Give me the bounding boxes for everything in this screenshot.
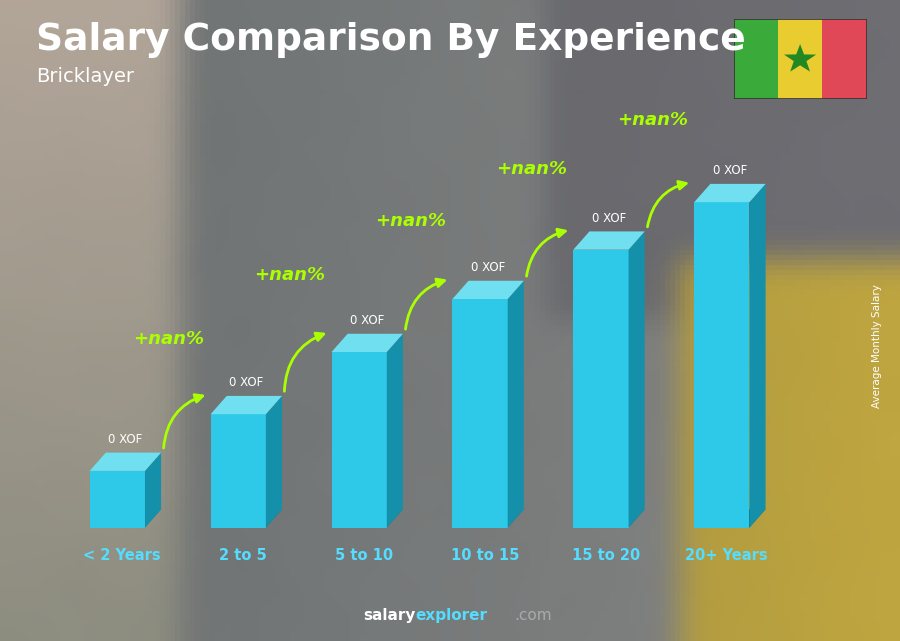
Polygon shape: [90, 453, 161, 471]
Polygon shape: [331, 334, 403, 352]
Text: .com: .com: [515, 608, 553, 623]
Polygon shape: [211, 396, 282, 414]
Polygon shape: [453, 299, 508, 528]
Text: 0 XOF: 0 XOF: [230, 376, 264, 389]
Text: 0 XOF: 0 XOF: [592, 212, 626, 225]
Polygon shape: [90, 471, 145, 528]
Polygon shape: [508, 281, 524, 528]
Polygon shape: [453, 509, 524, 528]
Polygon shape: [211, 414, 266, 528]
Text: +nan%: +nan%: [616, 111, 688, 129]
Text: 0 XOF: 0 XOF: [713, 164, 747, 178]
Bar: [734, 19, 778, 99]
Polygon shape: [573, 509, 644, 528]
Text: +nan%: +nan%: [496, 160, 567, 178]
Text: 15 to 20: 15 to 20: [572, 547, 640, 563]
Polygon shape: [331, 509, 403, 528]
Text: Average Monthly Salary: Average Monthly Salary: [872, 284, 883, 408]
Bar: [823, 19, 867, 99]
Polygon shape: [628, 231, 644, 528]
Text: +nan%: +nan%: [375, 212, 446, 229]
Polygon shape: [694, 202, 750, 528]
Polygon shape: [573, 250, 628, 528]
Text: +nan%: +nan%: [254, 267, 325, 285]
Polygon shape: [145, 453, 161, 528]
Text: 0 XOF: 0 XOF: [471, 261, 505, 274]
Text: 20+ Years: 20+ Years: [686, 547, 768, 563]
Polygon shape: [331, 352, 387, 528]
Text: 5 to 10: 5 to 10: [335, 547, 393, 563]
Text: 2 to 5: 2 to 5: [220, 547, 267, 563]
Polygon shape: [211, 509, 282, 528]
Polygon shape: [90, 509, 161, 528]
Text: 0 XOF: 0 XOF: [350, 314, 384, 327]
Polygon shape: [453, 281, 524, 299]
Text: explorer: explorer: [416, 608, 488, 623]
Bar: [778, 19, 823, 99]
Text: 10 to 15: 10 to 15: [451, 547, 519, 563]
Text: < 2 Years: < 2 Years: [84, 547, 161, 563]
Polygon shape: [694, 509, 766, 528]
Polygon shape: [784, 44, 816, 72]
Text: Bricklayer: Bricklayer: [36, 67, 134, 87]
Polygon shape: [573, 231, 644, 250]
Polygon shape: [750, 184, 766, 528]
Polygon shape: [694, 184, 766, 202]
Text: Salary Comparison By Experience: Salary Comparison By Experience: [36, 22, 746, 58]
Polygon shape: [387, 334, 403, 528]
Text: +nan%: +nan%: [133, 330, 204, 349]
Text: salary: salary: [364, 608, 416, 623]
Polygon shape: [266, 396, 282, 528]
Text: 0 XOF: 0 XOF: [108, 433, 142, 446]
